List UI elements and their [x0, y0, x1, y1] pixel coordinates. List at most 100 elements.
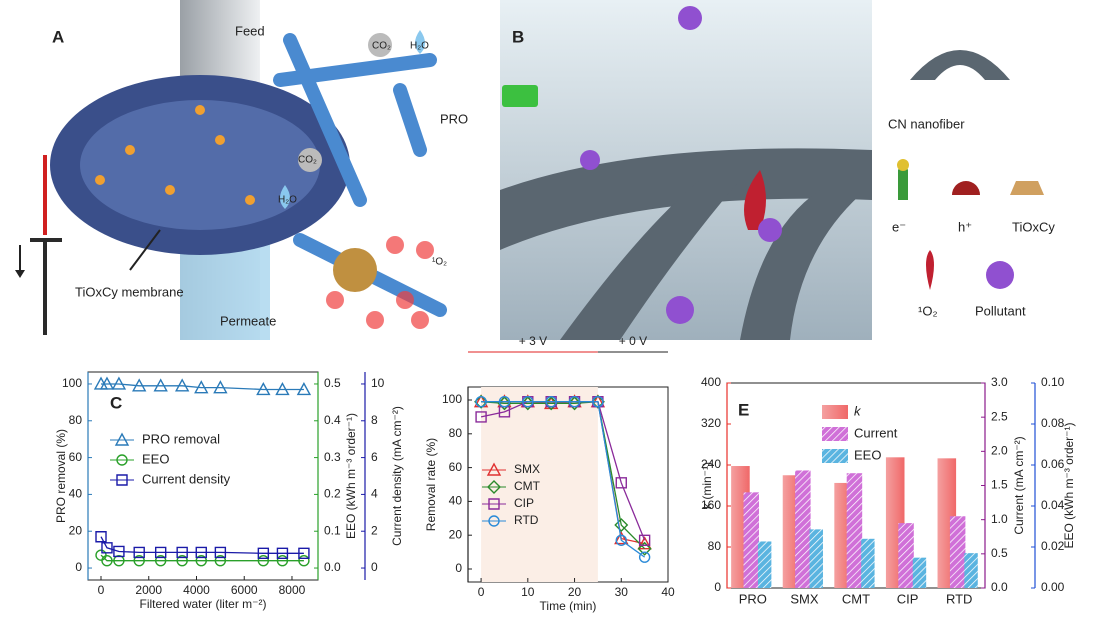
marker	[113, 554, 125, 567]
co2-label: CO₂	[372, 41, 391, 52]
marker	[568, 396, 581, 408]
y-tick-label: 0	[75, 560, 82, 574]
y-tick-label: 320	[701, 416, 721, 430]
y-tick-label: 0.5	[991, 546, 1008, 560]
marker	[101, 554, 113, 567]
y-tick-label: 0.00	[1041, 580, 1065, 594]
marker	[116, 474, 128, 486]
y-tick-label: 0.04	[1041, 498, 1065, 512]
bar	[809, 529, 823, 588]
marker	[114, 432, 130, 446]
marker	[298, 554, 310, 567]
marker	[615, 534, 627, 546]
marker	[475, 411, 487, 423]
voltage-region	[481, 387, 598, 582]
y-tick-label: 0.06	[1041, 457, 1065, 471]
y-tick-label: 3.0	[991, 375, 1008, 389]
marker	[116, 454, 128, 466]
y-tick-label: 160	[701, 498, 721, 512]
bar	[795, 470, 811, 588]
panel-b-illustration	[500, 0, 872, 340]
marker	[488, 498, 500, 510]
marker	[154, 546, 167, 559]
y-tick-label: 2	[371, 523, 378, 537]
y-tick-label: 0	[714, 580, 721, 594]
axis-label: k (min⁻¹)	[700, 462, 714, 509]
marker	[132, 378, 147, 392]
panel-label: C	[110, 393, 122, 412]
y-tick-label: 4	[371, 487, 378, 501]
marker	[475, 396, 487, 408]
y-tick-label: 240	[701, 457, 721, 471]
y-tick-label: 0.2	[324, 487, 341, 501]
singlet-oxygen-label: ¹O₂	[432, 257, 447, 268]
marker	[296, 382, 312, 396]
annotation: + 3 V	[519, 334, 547, 348]
marker	[522, 396, 534, 408]
legend-label: SMX	[514, 462, 540, 476]
y-tick-label: 20	[69, 523, 83, 537]
legend-icons	[897, 50, 1044, 290]
marker	[95, 531, 107, 543]
x-tick-label: RTD	[946, 591, 972, 606]
x-tick-label: 6000	[231, 583, 258, 597]
x-tick-label: 40	[661, 585, 675, 599]
bar	[964, 553, 978, 588]
marker	[487, 480, 501, 494]
marker	[486, 462, 502, 476]
axis-label: Time (min)	[540, 599, 597, 613]
legend-text: ¹O₂	[918, 303, 938, 318]
panel-label: B	[512, 27, 524, 46]
y-tick-label: 60	[69, 450, 83, 464]
series-line	[100, 554, 304, 562]
y-tick-label: 0.3	[324, 450, 341, 464]
legend-label: CIP	[514, 496, 534, 510]
legend-text: Pollutant	[975, 303, 1026, 318]
marker	[176, 546, 188, 559]
legend-text: e⁻	[892, 219, 906, 234]
legend-text: h⁺	[958, 219, 972, 234]
legend-swatch	[822, 427, 848, 441]
marker	[195, 554, 207, 567]
axis-label: Removal rate (%)	[424, 438, 438, 531]
y-tick-label: 2.0	[991, 444, 1008, 458]
h2o-label: H₂O	[410, 41, 429, 52]
axis-label: Current density (mA cm⁻²)	[390, 406, 404, 546]
feed-label: Feed	[235, 23, 265, 38]
bar	[846, 473, 863, 588]
y-tick-label: 0	[455, 561, 462, 575]
axis-label: EEO (kWh m⁻³ order⁻¹)	[344, 413, 358, 539]
axis-label: Current (mA cm⁻²)	[1012, 436, 1026, 534]
marker	[195, 546, 207, 559]
y-tick-label: 80	[69, 413, 83, 427]
marker	[638, 534, 651, 546]
y-tick-label: 40	[449, 494, 463, 508]
marker	[194, 380, 209, 394]
bar	[743, 492, 759, 588]
legend-label: RTD	[514, 513, 539, 527]
pro-label: PRO	[440, 111, 468, 126]
x-tick-label: PRO	[739, 591, 767, 606]
y-tick-label: 2.5	[991, 409, 1008, 423]
marker	[213, 380, 228, 394]
marker	[275, 382, 290, 396]
marker	[498, 396, 511, 408]
marker	[214, 546, 227, 559]
marker	[256, 382, 271, 396]
legend-label: Current density	[142, 471, 231, 486]
permeate-label: Permeate	[220, 313, 276, 328]
bar	[949, 516, 966, 588]
y-tick-label: 0.0	[324, 560, 341, 574]
marker	[99, 376, 115, 390]
legend-label: EEO	[854, 447, 881, 462]
x-tick-label: SMX	[790, 591, 819, 606]
x-tick-label: 0	[478, 585, 485, 599]
marker	[111, 376, 127, 390]
h2o-label: H₂O	[278, 195, 297, 206]
y-tick-label: 40	[69, 487, 83, 501]
marker	[615, 477, 627, 489]
bar	[861, 538, 875, 588]
marker	[545, 396, 557, 408]
y-tick-label: 0.08	[1041, 416, 1065, 430]
y-tick-label: 100	[62, 376, 82, 390]
